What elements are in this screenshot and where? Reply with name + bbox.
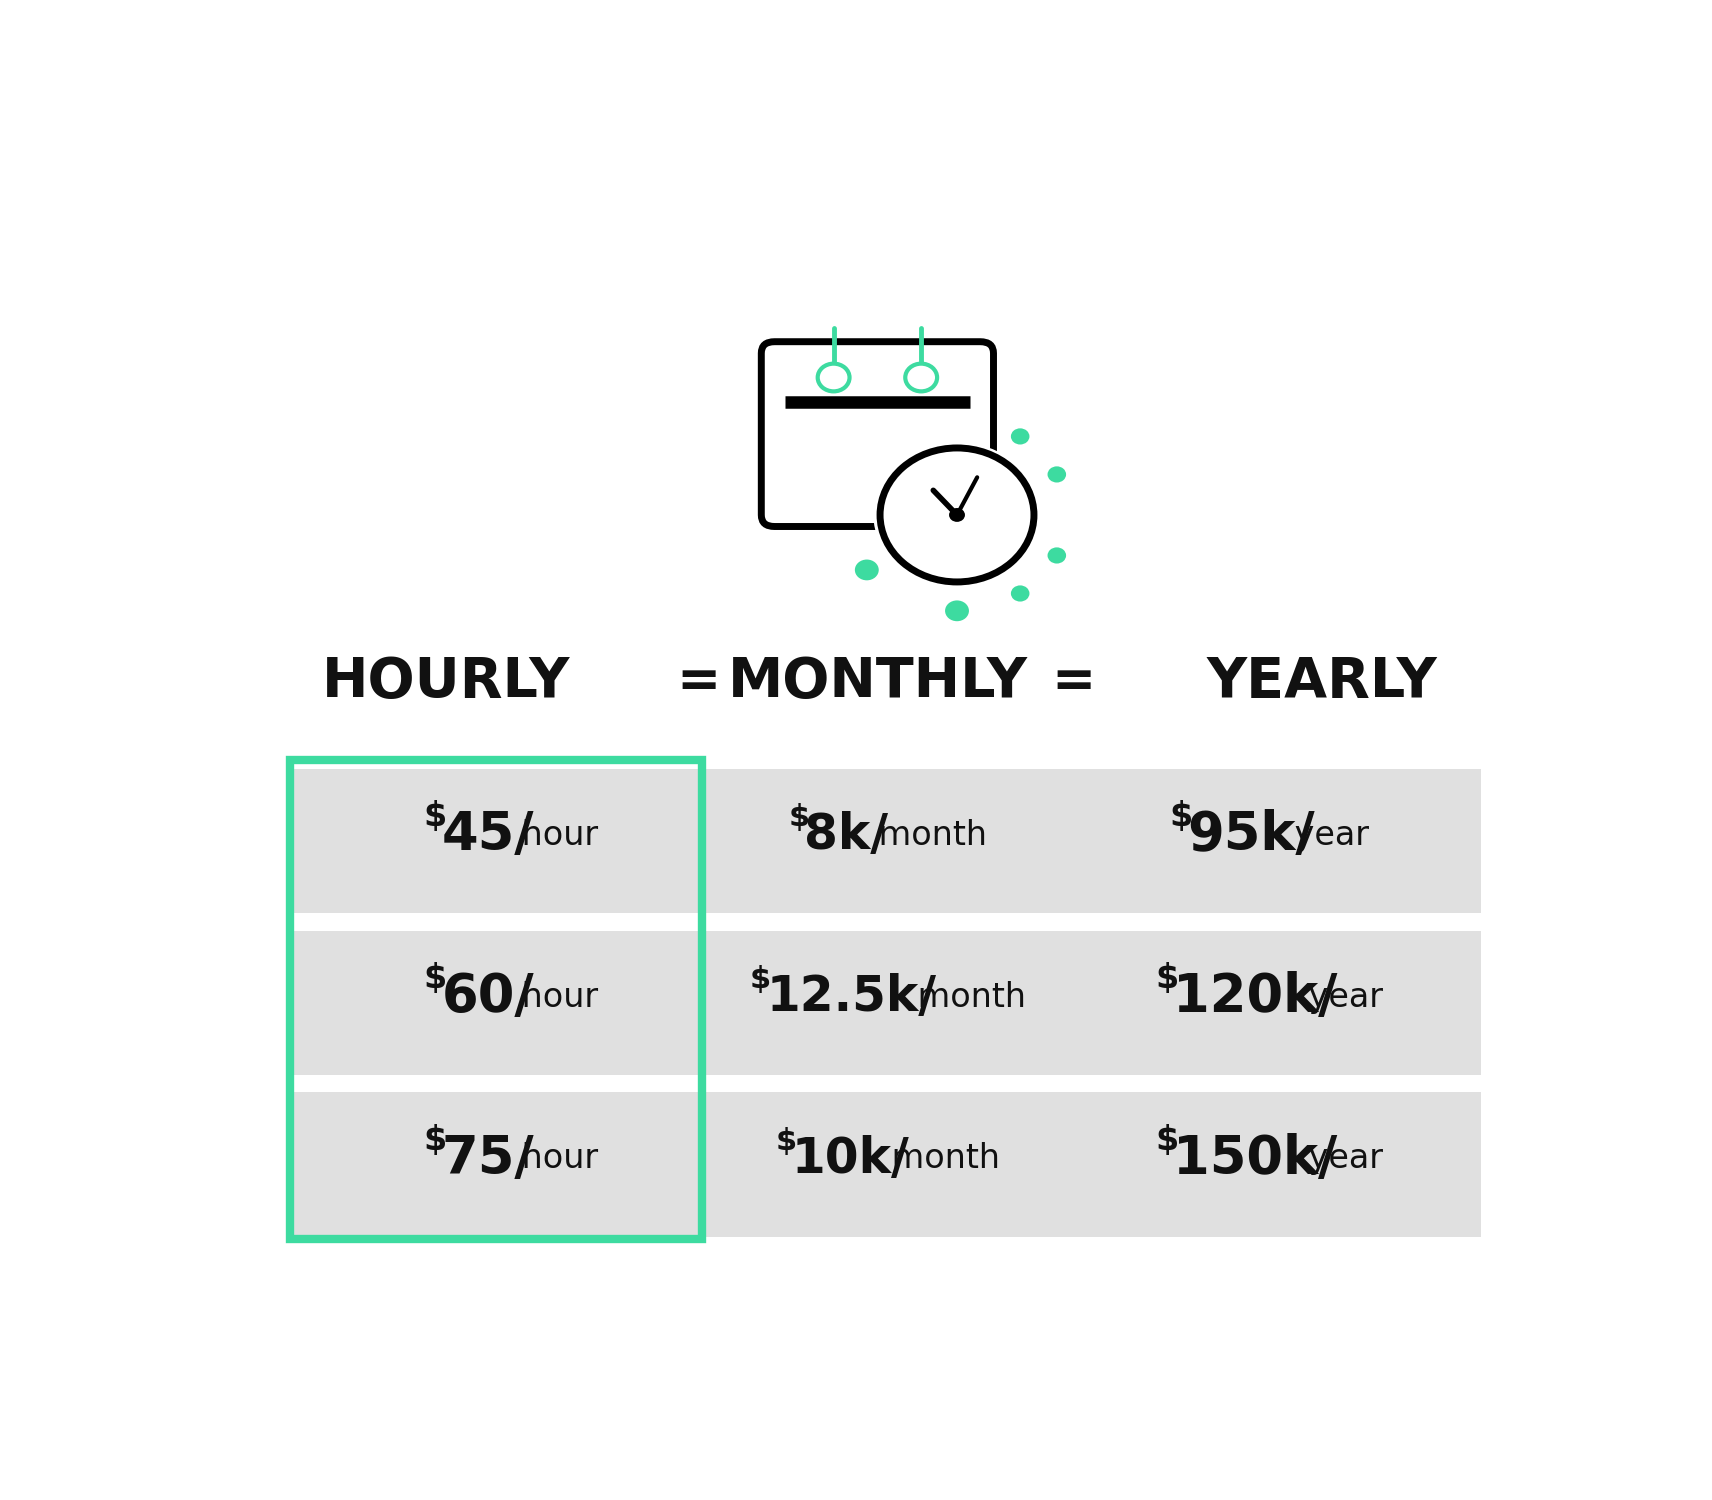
Text: HOURLY: HOURLY bbox=[322, 656, 570, 710]
Text: month: month bbox=[868, 819, 988, 852]
Text: $: $ bbox=[1156, 962, 1180, 994]
Circle shape bbox=[1010, 585, 1029, 602]
Text: $: $ bbox=[1169, 800, 1193, 832]
Bar bbox=[698, 1092, 1031, 1238]
Bar bbox=[294, 930, 698, 1076]
Bar bbox=[1031, 1092, 1481, 1238]
Circle shape bbox=[945, 600, 969, 621]
Text: year: year bbox=[1298, 1143, 1383, 1176]
Text: hour: hour bbox=[510, 819, 597, 852]
Text: 8k/: 8k/ bbox=[805, 812, 889, 859]
Text: 45/: 45/ bbox=[442, 810, 534, 861]
Text: month: month bbox=[882, 1143, 1000, 1176]
Text: $: $ bbox=[1156, 1124, 1180, 1156]
Circle shape bbox=[906, 363, 936, 392]
Text: year: year bbox=[1298, 981, 1383, 1014]
Text: $: $ bbox=[425, 962, 447, 994]
Text: 12.5k/: 12.5k/ bbox=[765, 974, 936, 1022]
Bar bbox=[698, 930, 1031, 1076]
Text: $: $ bbox=[425, 800, 447, 832]
Circle shape bbox=[880, 448, 1034, 582]
Text: =: = bbox=[676, 657, 721, 708]
Circle shape bbox=[854, 560, 878, 580]
Text: MONTHLY: MONTHLY bbox=[728, 656, 1027, 710]
Circle shape bbox=[948, 509, 966, 522]
Text: 120k/: 120k/ bbox=[1173, 970, 1337, 1023]
Text: hour: hour bbox=[510, 1143, 597, 1176]
Bar bbox=[294, 770, 698, 914]
Text: 10k/: 10k/ bbox=[791, 1136, 909, 1184]
Circle shape bbox=[1048, 548, 1067, 564]
Text: hour: hour bbox=[510, 981, 597, 1014]
Text: 150k/: 150k/ bbox=[1173, 1132, 1337, 1185]
Bar bbox=[1031, 930, 1481, 1076]
Text: year: year bbox=[1284, 819, 1370, 852]
Circle shape bbox=[818, 363, 849, 392]
Text: $: $ bbox=[750, 964, 772, 994]
Text: YEARLY: YEARLY bbox=[1207, 656, 1438, 710]
Circle shape bbox=[1010, 429, 1029, 444]
Bar bbox=[698, 770, 1031, 914]
Circle shape bbox=[1048, 466, 1067, 483]
Text: 95k/: 95k/ bbox=[1186, 810, 1315, 861]
FancyBboxPatch shape bbox=[762, 342, 993, 526]
Text: $: $ bbox=[776, 1126, 796, 1155]
Text: month: month bbox=[907, 981, 1025, 1014]
Text: $: $ bbox=[788, 802, 810, 832]
Text: 75/: 75/ bbox=[442, 1132, 534, 1185]
Text: $: $ bbox=[425, 1124, 447, 1156]
Bar bbox=[294, 1092, 698, 1238]
Text: 60/: 60/ bbox=[442, 970, 534, 1023]
Bar bbox=[1031, 770, 1481, 914]
Text: =: = bbox=[1051, 657, 1096, 708]
Circle shape bbox=[873, 442, 1041, 588]
